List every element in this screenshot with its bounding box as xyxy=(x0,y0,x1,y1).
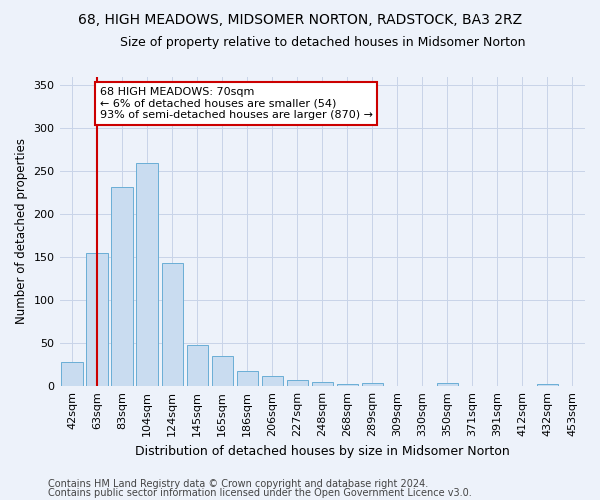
Y-axis label: Number of detached properties: Number of detached properties xyxy=(15,138,28,324)
Bar xyxy=(437,382,458,386)
Bar xyxy=(537,384,558,386)
Bar xyxy=(112,186,133,386)
Bar xyxy=(337,384,358,386)
Bar xyxy=(287,380,308,386)
Bar xyxy=(311,382,333,386)
Bar xyxy=(136,162,158,386)
Bar xyxy=(86,253,108,386)
Bar xyxy=(262,376,283,386)
Text: 68 HIGH MEADOWS: 70sqm
← 6% of detached houses are smaller (54)
93% of semi-deta: 68 HIGH MEADOWS: 70sqm ← 6% of detached … xyxy=(100,87,373,120)
Bar xyxy=(61,362,83,386)
Text: Contains public sector information licensed under the Open Government Licence v3: Contains public sector information licen… xyxy=(48,488,472,498)
Bar xyxy=(362,382,383,386)
Bar xyxy=(212,356,233,386)
Bar xyxy=(187,345,208,386)
Bar xyxy=(161,263,183,386)
Title: Size of property relative to detached houses in Midsomer Norton: Size of property relative to detached ho… xyxy=(119,36,525,49)
Bar xyxy=(236,370,258,386)
X-axis label: Distribution of detached houses by size in Midsomer Norton: Distribution of detached houses by size … xyxy=(135,444,509,458)
Text: 68, HIGH MEADOWS, MIDSOMER NORTON, RADSTOCK, BA3 2RZ: 68, HIGH MEADOWS, MIDSOMER NORTON, RADST… xyxy=(78,12,522,26)
Text: Contains HM Land Registry data © Crown copyright and database right 2024.: Contains HM Land Registry data © Crown c… xyxy=(48,479,428,489)
